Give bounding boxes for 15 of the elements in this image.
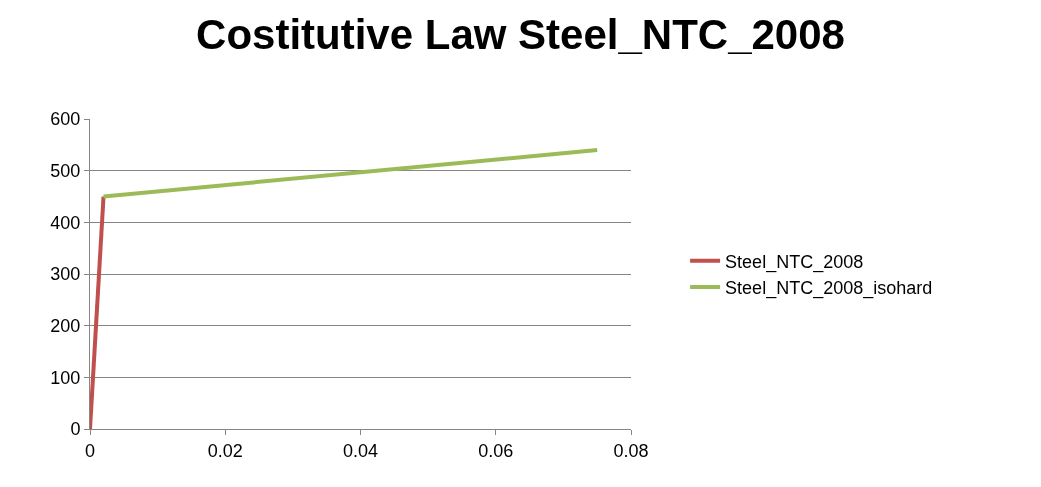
x-tick-label: 0.02	[207, 440, 243, 461]
y-tick-label: 500	[50, 160, 81, 181]
legend-label: Steel_NTC_2008_isohard	[725, 278, 933, 300]
y-tick-label: 600	[50, 109, 81, 130]
y-tick-label: 200	[50, 315, 81, 336]
y-tick-label: 300	[50, 264, 81, 285]
y-tick-label: 100	[50, 367, 81, 388]
legend-label: Steel_NTC_2008	[725, 251, 864, 273]
y-tick-label: 400	[50, 212, 81, 233]
chart-title: Costitutive Law Steel_NTC_2008	[196, 10, 845, 58]
x-tick-label: 0	[84, 440, 96, 461]
x-tick-label: 0.04	[342, 440, 379, 461]
x-tick-label: 0.06	[478, 440, 514, 461]
x-tick-label: 0.08	[613, 440, 649, 461]
y-tick-label: 0	[70, 419, 81, 440]
